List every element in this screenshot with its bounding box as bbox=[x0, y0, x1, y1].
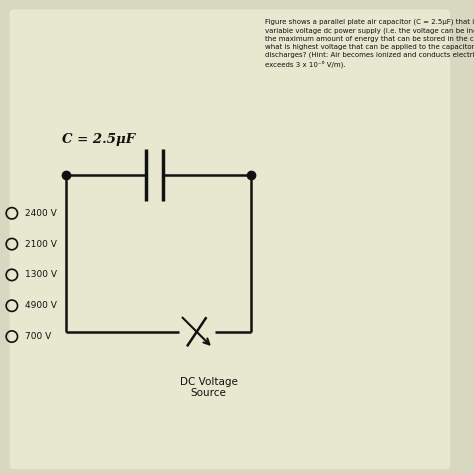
Text: DC Voltage
Source: DC Voltage Source bbox=[180, 377, 237, 399]
Text: 2100 V: 2100 V bbox=[25, 240, 56, 248]
Text: Figure shows a parallel plate air capacitor (C = 2.5μF) that is connected to a
v: Figure shows a parallel plate air capaci… bbox=[265, 19, 474, 68]
Text: 2400 V: 2400 V bbox=[25, 209, 56, 218]
Text: C = 2.5μF: C = 2.5μF bbox=[62, 133, 135, 146]
Text: 700 V: 700 V bbox=[25, 332, 51, 341]
Text: 1300 V: 1300 V bbox=[25, 271, 57, 279]
FancyBboxPatch shape bbox=[9, 9, 450, 469]
Text: 4900 V: 4900 V bbox=[25, 301, 56, 310]
